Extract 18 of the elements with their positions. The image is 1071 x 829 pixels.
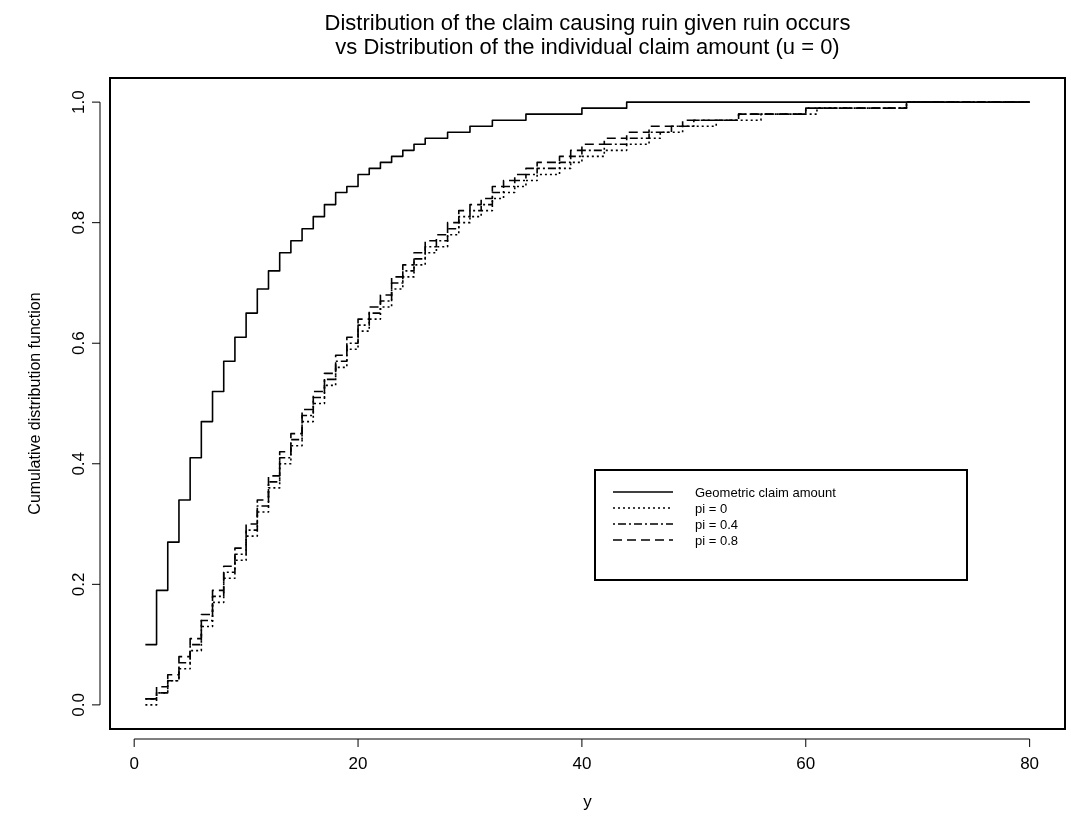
y-tick-label: 0.4 bbox=[69, 451, 88, 476]
y-axis-title: Cumulative distribution function bbox=[26, 292, 43, 515]
y-tick-label: 1.0 bbox=[69, 90, 88, 114]
x-tick-label: 80 bbox=[1020, 754, 1040, 773]
legend-label: pi = 0.8 bbox=[695, 533, 739, 548]
y-tick-label: 0.8 bbox=[69, 210, 88, 235]
y-tick-label: 0.2 bbox=[69, 572, 88, 597]
y-tick-label: 0.6 bbox=[69, 331, 88, 356]
y-tick-label: 0.0 bbox=[69, 693, 88, 717]
x-tick-label: 0 bbox=[129, 754, 139, 773]
x-tick-label: 40 bbox=[572, 754, 592, 773]
x-tick-label: 60 bbox=[796, 754, 816, 773]
legend-label: Geometric claim amount bbox=[695, 485, 837, 500]
chart-title: Distribution of the claim causing ruin given ruin occurs vs Distribution of the individual claim amount (u = 0) bbox=[324, 10, 851, 59]
legend-label: pi = 0 bbox=[695, 501, 728, 516]
x-tick-label: 20 bbox=[348, 754, 368, 773]
legend-label: pi = 0.4 bbox=[695, 517, 739, 532]
x-axis-title: y bbox=[583, 792, 593, 811]
